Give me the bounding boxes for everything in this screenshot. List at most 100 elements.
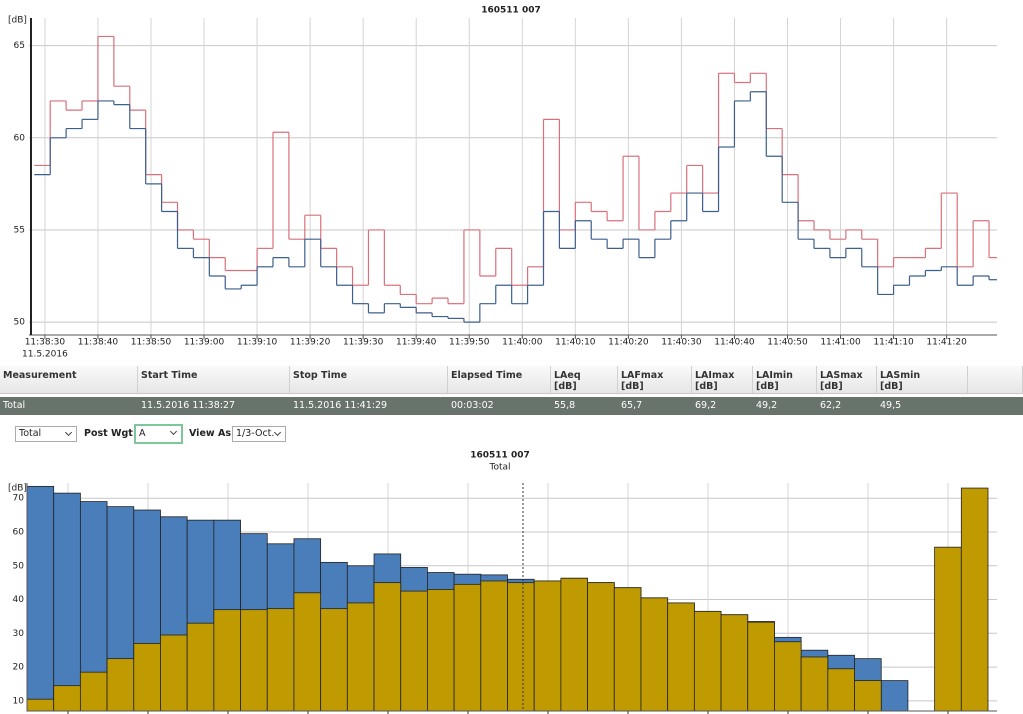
- bar: [667, 602, 695, 712]
- x-tick-label: 11:39:20: [290, 338, 331, 348]
- bar: [26, 698, 55, 712]
- bar: [693, 610, 722, 712]
- chart-title: 160511 007: [481, 6, 541, 16]
- bar: [346, 602, 375, 712]
- table-cell: 65,7: [621, 400, 643, 411]
- header-unit: [dB]: [756, 381, 779, 392]
- chart-title: 160511 007: [470, 451, 530, 461]
- post-wgt-label: Post Wgt:: [84, 428, 137, 439]
- header-label: Measurement: [3, 370, 77, 381]
- column-header: LAImin [dB]: [753, 366, 817, 394]
- table-cell: 49,2: [756, 400, 778, 411]
- y-tick-label: 10: [13, 696, 25, 706]
- bar: [53, 492, 81, 712]
- measurement-table: Measurement Start Time Stop Time Elapsed Ti…: [0, 366, 1023, 416]
- column-header: LAeq [dB]: [551, 366, 618, 394]
- column-header: LAFmax [dB]: [618, 366, 692, 394]
- bar: [960, 487, 989, 712]
- table-cell: 49,5: [880, 400, 902, 411]
- x-tick-label: 11:39:50: [449, 338, 490, 348]
- column-header: Start Time: [138, 366, 290, 394]
- bar: [160, 634, 188, 712]
- x-tick-label: 11:40:30: [661, 338, 702, 348]
- header-unit: [dB]: [880, 381, 903, 392]
- header-label: Start Time: [141, 370, 198, 381]
- header-unit: [dB]: [554, 381, 577, 392]
- bar: [213, 609, 241, 712]
- bar: [427, 588, 455, 712]
- table-cell: 11.5.2016 11:41:29: [293, 400, 388, 411]
- header-label: LASmin: [880, 370, 921, 381]
- x-tick-label: 11:41:20: [926, 338, 967, 348]
- chart-subtitle: Total: [488, 463, 510, 473]
- bar: [854, 680, 882, 712]
- bar: [587, 582, 615, 712]
- channel-select[interactable]: Total: [15, 426, 77, 442]
- bar: [133, 643, 161, 712]
- bar: [53, 685, 81, 712]
- x-tick-label: 11:39:00: [184, 338, 225, 348]
- bar: [480, 580, 508, 712]
- bar: [507, 582, 535, 712]
- header-label: LAImax: [695, 370, 735, 381]
- column-header: Elapsed Time: [448, 366, 551, 394]
- column-header: LASmin [dB]: [877, 366, 968, 394]
- x-tick-label: 11:40:10: [555, 338, 596, 348]
- bar: [79, 671, 108, 712]
- bar: [373, 582, 402, 712]
- view-as-select[interactable]: 1/3-Oct.: [232, 426, 286, 442]
- bar: [613, 587, 642, 712]
- bar: [453, 583, 482, 712]
- header-label: LASmax: [820, 370, 863, 381]
- x-tick-label: 11:41:00: [820, 338, 861, 348]
- y-tick-label: 60: [13, 527, 25, 537]
- table-row[interactable]: [0, 397, 1023, 415]
- plot-area: [29, 18, 997, 335]
- x-tick-label: 11:40:00: [502, 338, 543, 348]
- bar: [560, 577, 588, 712]
- x-tick-label: 11:39:40: [396, 338, 437, 348]
- y-axis-label: [dB]: [8, 16, 27, 26]
- x-tick-label: 11:38:40: [78, 338, 119, 348]
- x-tick-label: 11:39:30: [343, 338, 384, 348]
- header-unit: [dB]: [621, 381, 644, 392]
- column-header: Stop Time: [290, 366, 448, 394]
- bar: [720, 614, 749, 712]
- table-cell: 62,2: [820, 400, 842, 411]
- toolbar: Total Post Wgt: A View As 1/3-Oct.: [0, 421, 1023, 447]
- step-riser: [49, 91, 990, 323]
- column-header: LASmax [dB]: [817, 366, 877, 394]
- bar: [293, 592, 322, 712]
- bar: [880, 680, 909, 712]
- bar: [800, 656, 829, 712]
- bar: [320, 608, 348, 712]
- y-tick-label: 40: [13, 595, 25, 605]
- x-tick-label: 11:40:50: [767, 338, 808, 348]
- header-label: LAFmax: [621, 370, 664, 381]
- bar: [827, 668, 855, 712]
- post-wgt-select[interactable]: A: [134, 424, 183, 444]
- bar: [266, 608, 295, 712]
- y-tick-label: 55: [14, 225, 25, 235]
- bar: [186, 622, 215, 712]
- header-label: LAImin: [756, 370, 793, 381]
- table-cell: 00:03:02: [451, 400, 494, 411]
- y-tick-label: 50: [14, 318, 26, 328]
- header-unit: [dB]: [695, 381, 718, 392]
- time-chart: 160511 007 [dB] 11.5.2016 50 55 60 65 11:38:…: [8, 6, 997, 360]
- y-tick-label: 50: [13, 561, 25, 571]
- column-header: Measurement: [0, 366, 138, 394]
- spectrum-chart: 160511 007 Total [dB] 10 20 30 40 50 60 70: [8, 451, 997, 714]
- table-cell: 69,2: [695, 400, 717, 411]
- bar: [240, 609, 268, 712]
- y-axis-label: [dB]: [8, 484, 27, 494]
- x-tick-label: 11:40:20: [608, 338, 649, 348]
- header-label: LAeq: [554, 370, 581, 381]
- x-tick-label: 11:38:50: [131, 338, 172, 348]
- view-as-label: View As: [189, 428, 231, 439]
- bar: [106, 658, 135, 712]
- date-label: 11.5.2016: [22, 350, 68, 360]
- y-tick-label: 20: [13, 663, 25, 673]
- bar: [26, 485, 55, 712]
